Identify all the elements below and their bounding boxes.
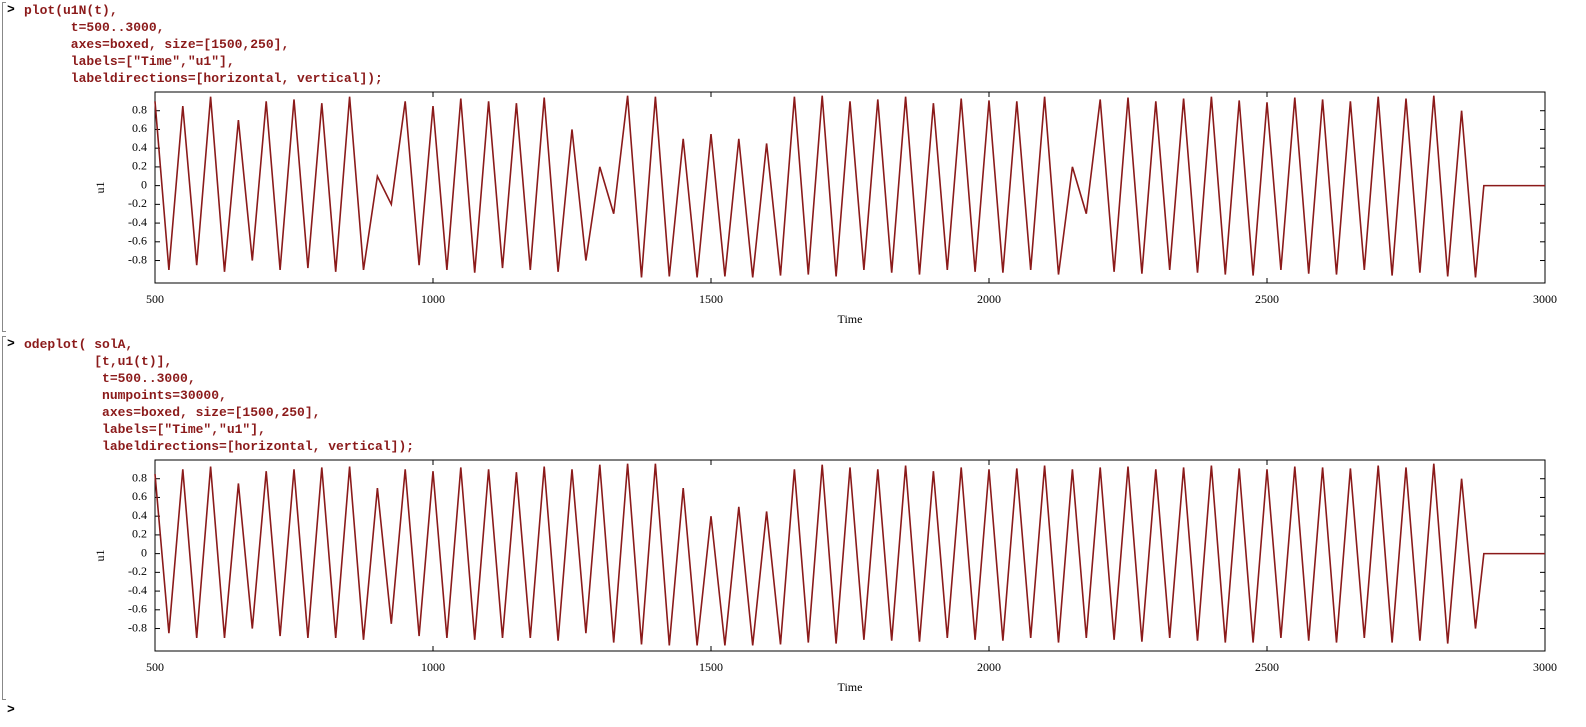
code-line: numpoints=30000,: [24, 388, 227, 403]
y-tick-label: 0.2: [132, 159, 147, 173]
prompt: >: [7, 2, 15, 17]
x-tick-label: 3000: [1533, 660, 1557, 674]
x-tick-label: 3000: [1533, 292, 1557, 306]
y-tick-label: 0.2: [132, 527, 147, 541]
code-line: labels=["Time","u1"],: [24, 54, 235, 69]
code-line: t=500..3000,: [24, 371, 196, 386]
y-tick-label: -0.2: [128, 564, 147, 578]
x-axis-label: Time: [838, 680, 863, 694]
prompt[interactable]: >: [7, 702, 15, 717]
y-tick-label: -0.4: [128, 583, 147, 597]
data-line: [154, 95, 1545, 278]
y-axis-label: u1: [93, 550, 107, 562]
y-tick-label: -0.4: [128, 215, 147, 229]
x-tick-label: 500: [146, 292, 164, 306]
x-tick-label: 1000: [421, 292, 445, 306]
code-line: labeldirections=[horizontal, vertical]);: [24, 439, 415, 454]
y-tick-label: 0: [141, 177, 147, 191]
x-tick-label: 1000: [421, 660, 445, 674]
x-tick-label: 1500: [699, 660, 723, 674]
x-tick-label: 2000: [977, 292, 1001, 306]
y-tick-label: -0.8: [128, 252, 147, 266]
data-line: [154, 463, 1545, 646]
code-line: labels=["Time","u1"],: [24, 422, 266, 437]
plot: -0.8 -0.6 -0.4 -0.2 0 0.2 0.4 0.6 0.8 500 1000 1500…: [93, 459, 1557, 694]
group-bracket: [2, 2, 6, 332]
x-tick-label: 500: [146, 660, 164, 674]
code-line: t=500..3000,: [24, 20, 165, 35]
x-tick-label: 2500: [1255, 660, 1279, 674]
code-input[interactable]: odeplot( solA, [t,u1(t)], t=500..3000, n…: [24, 336, 414, 455]
x-tick-label: 1500: [699, 292, 723, 306]
y-tick-label: -0.8: [128, 620, 147, 634]
code-input[interactable]: plot(u1N(t), t=500..3000, axes=boxed, si…: [24, 2, 383, 87]
y-tick-label: 0.8: [132, 102, 147, 116]
plot-frame: [154, 91, 1546, 284]
y-tick-label: 0.4: [132, 140, 147, 154]
code-line: axes=boxed, size=[1500,250],: [24, 37, 290, 52]
x-tick-label: 2500: [1255, 292, 1279, 306]
y-tick-label: -0.6: [128, 602, 147, 616]
code-line: plot(u1N(t),: [24, 3, 118, 18]
y-tick-label: 0.8: [132, 470, 147, 484]
group-bracket: [2, 336, 6, 700]
x-axis-label: Time: [838, 312, 863, 326]
y-axis-label: u1: [93, 182, 107, 194]
x-tick-label: 2000: [977, 660, 1001, 674]
y-tick-label: 0: [141, 545, 147, 559]
code-line: labeldirections=[horizontal, vertical]);: [24, 71, 383, 86]
y-tick-label: 0.6: [132, 121, 147, 135]
y-tick-label: -0.6: [128, 234, 147, 248]
code-line: odeplot( solA,: [24, 337, 134, 352]
y-tick-label: 0.6: [132, 489, 147, 503]
y-tick-label: -0.2: [128, 196, 147, 210]
code-line: [t,u1(t)],: [24, 354, 173, 369]
y-tick-label: 0.4: [132, 508, 147, 522]
plot-frame: [154, 459, 1546, 652]
code-line: axes=boxed, size=[1500,250],: [24, 405, 321, 420]
plot: -0.8 -0.6 -0.4 -0.2 0 0.2 0.4 0.6 0.8 500 1000 1500…: [93, 91, 1557, 326]
prompt: >: [7, 336, 15, 351]
